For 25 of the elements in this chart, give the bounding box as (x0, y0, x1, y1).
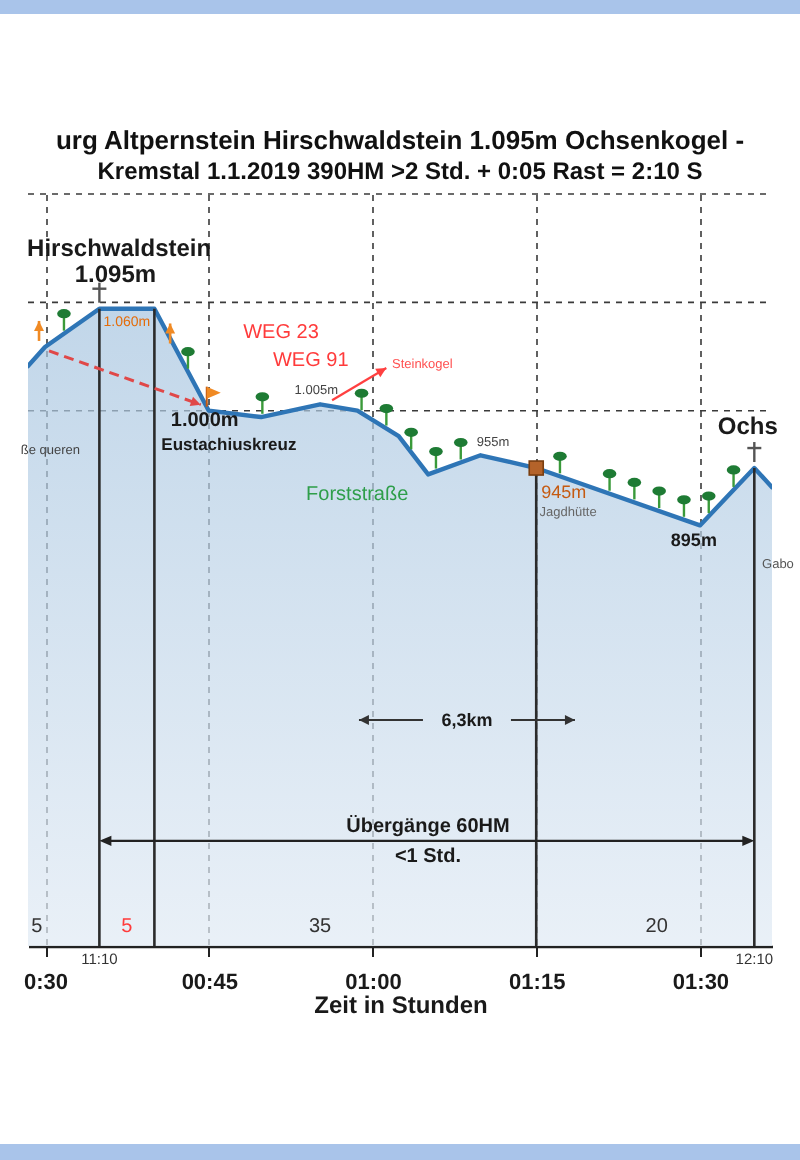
annotation: Ochs (717, 411, 779, 440)
x-axis-title: Zeit in Stunden (314, 991, 488, 1019)
annotation: 5 (31, 916, 44, 938)
annotation: Forststraße (306, 484, 410, 507)
annotation: 1.000m (170, 409, 239, 432)
annotation: 945m (541, 481, 587, 502)
annotation: Eustachiuskreuz (161, 433, 297, 454)
annotation: 5 (121, 916, 134, 938)
x-tick-label: 01:00 (345, 971, 402, 995)
x-tick-label: 0:30 (24, 971, 69, 995)
chart-title: urg Altpernstein Hirschwaldstein 1.095m Ochsenkogel - (55, 125, 745, 156)
annotation: 20 (645, 916, 669, 938)
annotation: 895m (670, 529, 717, 550)
text: Hirschwaldstein (27, 233, 212, 262)
annotation: WEG 91 (272, 349, 350, 372)
chart-subtitle: Kremstal 1.1.2019 390HM >2 Std. + 0:05 Rast = 2:10 S (97, 157, 703, 186)
x-tick-label: 01:30 (672, 971, 730, 995)
annotation: Übergänge 60HM (346, 813, 510, 838)
annotation: <1 Std. (394, 845, 462, 868)
x-tick-label: 01:15 (509, 971, 566, 995)
annotation: WEG 23 (243, 321, 320, 344)
x-tick-label: 00:45 (181, 971, 238, 995)
annotation: 6,3km (441, 710, 493, 731)
text: 1.095m (74, 260, 157, 289)
annotation: 35 (308, 916, 333, 938)
